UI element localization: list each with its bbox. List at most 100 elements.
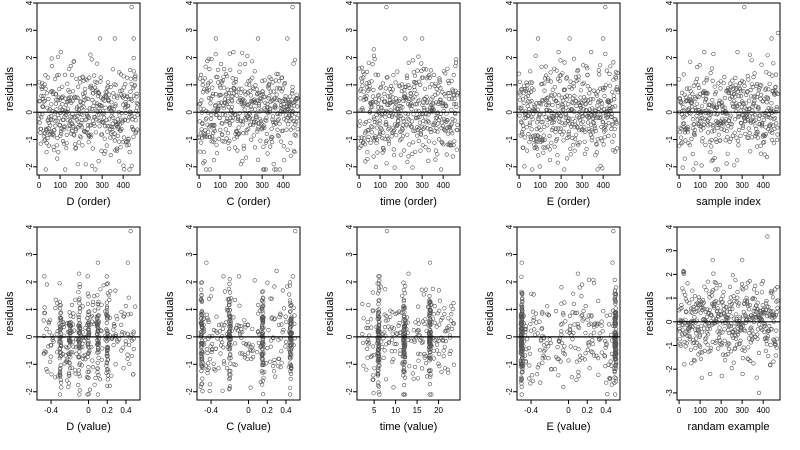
data-point (77, 362, 82, 368)
data-point (419, 340, 425, 346)
data-point (295, 115, 300, 121)
data-point (711, 122, 716, 128)
data-point (197, 102, 202, 107)
data-point (119, 88, 124, 93)
data-point (452, 118, 457, 123)
data-point (589, 138, 594, 143)
data-point (228, 352, 233, 357)
y-tick-label: 1 (185, 82, 194, 87)
data-point (451, 88, 456, 94)
data-point (68, 333, 73, 339)
data-point (698, 119, 703, 124)
data-point (771, 312, 777, 317)
data-point (131, 329, 136, 334)
data-point (725, 151, 730, 156)
data-point (422, 105, 427, 111)
data-point (573, 98, 578, 103)
data-point (720, 103, 725, 108)
data-point (769, 327, 774, 332)
data-point (410, 371, 416, 376)
data-point (383, 86, 388, 91)
data-point (755, 131, 760, 136)
data-point (416, 358, 421, 363)
data-point (602, 93, 607, 99)
plot-frame (356, 2, 461, 176)
y-axis-label: residuals (164, 66, 176, 111)
data-point (200, 381, 205, 386)
data-point (749, 328, 754, 333)
data-point (257, 308, 262, 313)
data-point (68, 314, 73, 319)
data-point (521, 145, 526, 150)
data-point (438, 318, 444, 323)
data-point (373, 96, 378, 102)
data-point (243, 61, 248, 67)
data-point (702, 284, 707, 289)
data-point (604, 313, 609, 318)
data-point (421, 66, 426, 72)
data-point (718, 86, 723, 91)
data-point (111, 322, 117, 327)
data-point (740, 323, 746, 328)
data-point (227, 146, 232, 151)
data-point (769, 106, 774, 111)
data-point (688, 347, 694, 352)
data-point (571, 56, 577, 61)
data-point (411, 128, 416, 133)
data-point (272, 316, 278, 321)
data-point (418, 148, 423, 153)
data-point (750, 104, 755, 109)
data-point (277, 167, 282, 172)
data-point (58, 380, 64, 385)
data-point (270, 80, 275, 85)
y-tick-label: 1 (185, 307, 194, 312)
data-point (124, 104, 129, 109)
data-point (578, 88, 584, 93)
data-point (96, 350, 101, 355)
data-point (382, 330, 387, 335)
data-point (432, 338, 437, 343)
data-point (213, 346, 218, 351)
data-point (556, 373, 561, 378)
data-point (272, 167, 277, 172)
data-point (688, 111, 693, 116)
data-point (121, 102, 126, 107)
data-point (376, 337, 381, 342)
data-point (269, 76, 274, 81)
data-point (575, 67, 581, 73)
data-point (609, 112, 614, 117)
data-point (85, 369, 90, 375)
data-point (73, 297, 78, 302)
data-point (736, 93, 741, 99)
data-point (775, 91, 780, 96)
data-point (78, 135, 84, 140)
data-point (204, 347, 209, 352)
data-point (705, 342, 710, 347)
data-point (746, 106, 752, 112)
data-point (572, 119, 578, 124)
y-tick-label: 0 (345, 334, 354, 339)
data-point (576, 325, 582, 330)
data-point (528, 69, 533, 74)
data-point (259, 352, 264, 357)
data-point (522, 135, 527, 140)
y-tick-label: 0 (185, 334, 194, 339)
data-point (371, 377, 376, 382)
data-point (695, 93, 700, 98)
data-point (762, 323, 768, 329)
data-point (223, 112, 228, 118)
data-point (677, 130, 683, 135)
data-point (541, 343, 547, 348)
data-point (125, 352, 130, 357)
data-point (368, 317, 374, 322)
data-point (360, 340, 366, 345)
data-point (48, 354, 53, 359)
data-point (225, 74, 230, 79)
data-point (210, 334, 215, 339)
x-tick-label: 0.2 (262, 406, 274, 415)
data-point (266, 328, 271, 333)
data-point (270, 114, 276, 119)
data-point (404, 75, 410, 81)
data-point (260, 89, 265, 94)
data-point (267, 81, 272, 87)
